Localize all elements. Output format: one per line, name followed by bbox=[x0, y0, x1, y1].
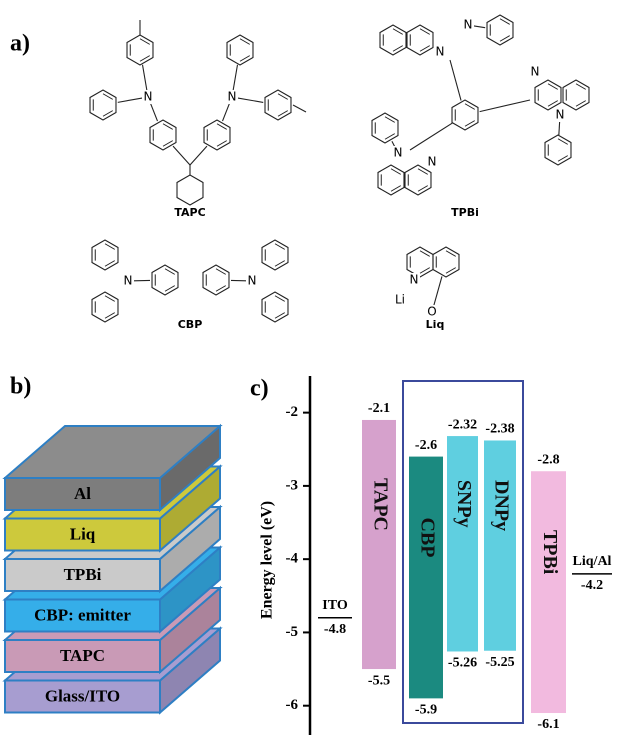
atom-label: N bbox=[428, 155, 437, 169]
bond bbox=[480, 100, 530, 112]
ring bbox=[150, 120, 176, 150]
atom-label: Li bbox=[395, 293, 405, 307]
atom-label: N bbox=[394, 146, 403, 160]
ring bbox=[452, 100, 478, 130]
layer-name: Liq bbox=[70, 524, 96, 543]
ring bbox=[262, 240, 288, 270]
ring bbox=[227, 35, 253, 65]
atom-label: N bbox=[464, 18, 473, 32]
atom-label: N bbox=[248, 274, 257, 288]
molecule-name: TAPC bbox=[174, 206, 205, 219]
bond bbox=[150, 103, 157, 121]
bottom-value: -5.9 bbox=[415, 703, 437, 718]
layer-name: Al bbox=[74, 484, 91, 503]
ring bbox=[563, 80, 589, 110]
top-value: -2.32 bbox=[448, 417, 477, 432]
energy-bar bbox=[409, 457, 443, 699]
top-value: -2.1 bbox=[368, 401, 390, 416]
ring bbox=[265, 90, 291, 120]
bond bbox=[410, 123, 452, 150]
ring bbox=[203, 265, 229, 295]
level-name: Liq/Al bbox=[573, 554, 612, 569]
level-value: -4.2 bbox=[581, 578, 603, 593]
energy-bar bbox=[484, 440, 516, 650]
y-tick-label: -4 bbox=[286, 551, 299, 567]
panel-label: b) bbox=[10, 374, 31, 400]
level-name: ITO bbox=[322, 598, 348, 613]
atom-label: N bbox=[556, 108, 565, 122]
bond bbox=[233, 65, 237, 91]
bond bbox=[450, 60, 461, 101]
molecule-name: TPBi bbox=[451, 206, 479, 219]
bar-name: CBP bbox=[416, 517, 438, 557]
layer-name: Glass/ITO bbox=[45, 686, 120, 705]
bottom-value: -5.26 bbox=[448, 656, 477, 671]
bond bbox=[223, 103, 230, 121]
panel-label: c) bbox=[250, 376, 269, 402]
atom-label: N bbox=[144, 90, 153, 104]
atom-label: N bbox=[531, 65, 540, 79]
ring bbox=[378, 165, 404, 195]
ring bbox=[204, 120, 230, 150]
panel-label: a) bbox=[10, 31, 30, 57]
ring bbox=[90, 90, 116, 120]
ring bbox=[127, 35, 153, 65]
bottom-value: -5.5 bbox=[368, 673, 390, 688]
bar-name: DNPy bbox=[490, 480, 512, 531]
bond bbox=[190, 146, 207, 165]
atom-label: N bbox=[436, 45, 445, 59]
y-tick-label: -2 bbox=[286, 404, 299, 420]
atom-label: N bbox=[410, 273, 419, 287]
layer-name: TPBi bbox=[64, 565, 102, 584]
top-value: -2.38 bbox=[485, 422, 514, 437]
molecule-name: CBP bbox=[178, 318, 203, 331]
bond bbox=[238, 98, 263, 102]
bottom-value: -6.1 bbox=[537, 717, 559, 732]
energy-bar bbox=[531, 471, 566, 713]
layer-name: CBP: emitter bbox=[34, 605, 131, 624]
bar-name: TPBi bbox=[539, 530, 561, 575]
bond bbox=[474, 26, 485, 28]
bar-name: SNPy bbox=[453, 480, 475, 528]
atom-label: O bbox=[427, 305, 436, 319]
bottom-value: -5.25 bbox=[485, 655, 514, 670]
methyl bbox=[293, 105, 306, 112]
ring bbox=[92, 292, 118, 322]
y-tick-label: -6 bbox=[286, 697, 299, 713]
energy-bar bbox=[362, 420, 396, 669]
ring bbox=[177, 175, 203, 205]
ring bbox=[262, 292, 288, 322]
ring bbox=[152, 265, 178, 295]
ring bbox=[380, 25, 406, 55]
ring bbox=[405, 165, 431, 195]
ring bbox=[407, 25, 433, 55]
atom-label: N bbox=[228, 90, 237, 104]
top-value: -2.8 bbox=[537, 452, 559, 467]
level-value: -4.8 bbox=[324, 622, 346, 637]
figure: a) b) c) NNTAPCNNNNNNTPBiNNCBPNLiOLiqGla… bbox=[0, 0, 617, 736]
top-value: -2.6 bbox=[415, 438, 437, 453]
y-axis-label: Energy level (eV) bbox=[259, 501, 276, 619]
bond bbox=[434, 276, 442, 306]
bond bbox=[173, 146, 190, 165]
molecule-name: Liq bbox=[426, 318, 445, 331]
ring bbox=[372, 113, 398, 143]
bond bbox=[559, 121, 560, 135]
bond bbox=[118, 98, 142, 102]
ring bbox=[535, 80, 561, 110]
energy-bar bbox=[447, 436, 478, 651]
bar-name: TAPC bbox=[369, 478, 391, 531]
ring bbox=[433, 247, 459, 277]
atom-label: N bbox=[124, 274, 133, 288]
y-tick-label: -3 bbox=[286, 477, 299, 493]
bond bbox=[143, 65, 147, 91]
y-tick-label: -5 bbox=[286, 624, 299, 640]
ring bbox=[487, 15, 513, 45]
ring bbox=[92, 240, 118, 270]
layer-name: TAPC bbox=[60, 646, 105, 665]
ring bbox=[545, 135, 571, 165]
